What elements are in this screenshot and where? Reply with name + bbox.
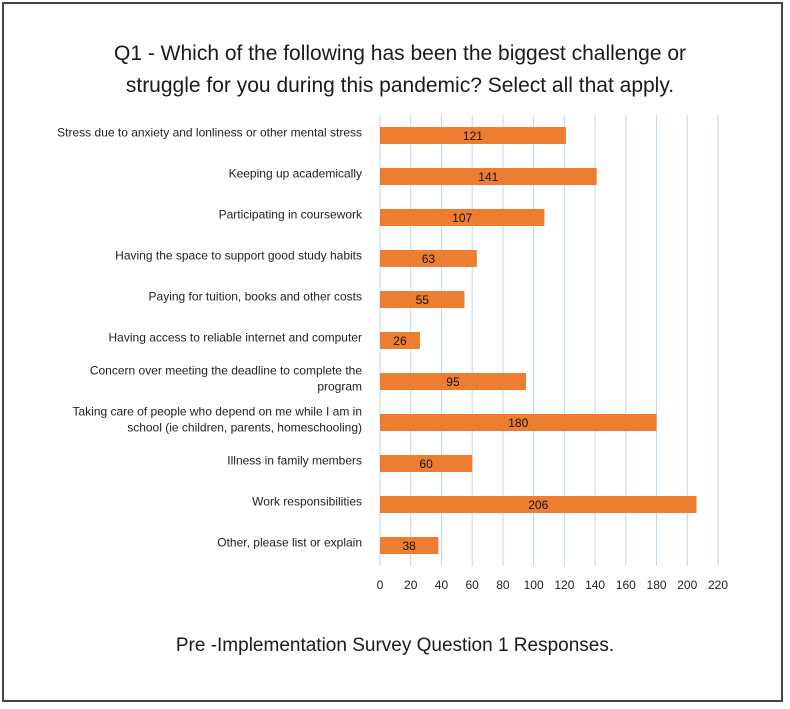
x-axis-tick-labels: 0 20 40 60 80 100 120 140 160 180 200 220 <box>377 578 729 592</box>
data-label-8: 60 <box>419 457 433 471</box>
bar-2 <box>380 209 545 226</box>
bar-9 <box>380 496 697 513</box>
x-tick-label-220: 220 <box>708 578 728 592</box>
bar-8 <box>380 455 473 472</box>
bar-6 <box>380 373 526 390</box>
bar-1 <box>380 168 597 185</box>
figure-caption: Pre -Implementation Survey Question 1 Re… <box>175 635 615 656</box>
data-labels: 121 141 107 63 55 26 95 180 60 206 38 <box>393 129 548 553</box>
x-tick-label-100: 100 <box>524 578 544 592</box>
bar-10 <box>380 537 439 554</box>
data-label-10: 38 <box>403 539 417 553</box>
category-label-6-line-0: Concern over meeting the deadline to com… <box>90 364 362 378</box>
x-tick-label-20: 20 <box>404 578 418 592</box>
category-label-5: Having access to reliable internet and c… <box>109 331 362 345</box>
data-label-1: 141 <box>478 170 498 184</box>
data-label-2: 107 <box>452 211 472 225</box>
bar-3 <box>380 250 477 267</box>
bar-5 <box>380 332 420 349</box>
category-label-6-line-1: program <box>317 380 362 394</box>
data-label-4: 55 <box>416 293 430 307</box>
chart-title-line-2: struggle for you during this pandemic? S… <box>125 74 675 97</box>
x-tick-label-60: 60 <box>466 578 480 592</box>
data-label-7: 180 <box>508 416 528 430</box>
chart-title: Q1 - Which of the following has been the… <box>60 38 740 102</box>
data-label-9: 206 <box>528 498 548 512</box>
x-tick-label-80: 80 <box>496 578 510 592</box>
bars <box>380 127 697 554</box>
x-tick-label-140: 140 <box>585 578 605 592</box>
category-label-7-line-1: school (ie children, parents, homeschool… <box>127 421 362 435</box>
x-tick-label-200: 200 <box>677 578 697 592</box>
category-label-1: Keeping up academically <box>229 167 362 181</box>
figure-frame <box>2 2 783 702</box>
x-tick-label-120: 120 <box>554 578 574 592</box>
category-label-2: Participating in coursework <box>219 208 363 222</box>
category-label-7-line-0: Taking care of people who depend on me w… <box>72 405 362 419</box>
data-label-5: 26 <box>393 334 407 348</box>
bar-4 <box>380 291 465 308</box>
data-label-6: 95 <box>446 375 460 389</box>
category-label-3: Having the space to support good study h… <box>115 249 362 263</box>
bar-0 <box>380 127 566 144</box>
chart-title-line-1: Q1 - Which of the following has been the… <box>113 42 686 65</box>
category-labels: Stress due to anxiety and lonliness or o… <box>57 126 363 550</box>
bar-7 <box>380 414 657 431</box>
category-label-9: Work responsibilities <box>252 495 362 509</box>
category-label-4: Paying for tuition, books and other cost… <box>149 290 362 304</box>
category-label-10: Other, please list or explain <box>217 536 362 550</box>
data-label-0: 121 <box>463 129 483 143</box>
category-label-8: Illness in family members <box>227 454 362 468</box>
x-tick-label-0: 0 <box>377 578 384 592</box>
x-tick-label-160: 160 <box>616 578 636 592</box>
x-tick-label-180: 180 <box>647 578 667 592</box>
data-label-3: 63 <box>422 252 436 266</box>
x-tick-label-40: 40 <box>435 578 449 592</box>
category-label-0: Stress due to anxiety and lonliness or o… <box>57 126 362 140</box>
